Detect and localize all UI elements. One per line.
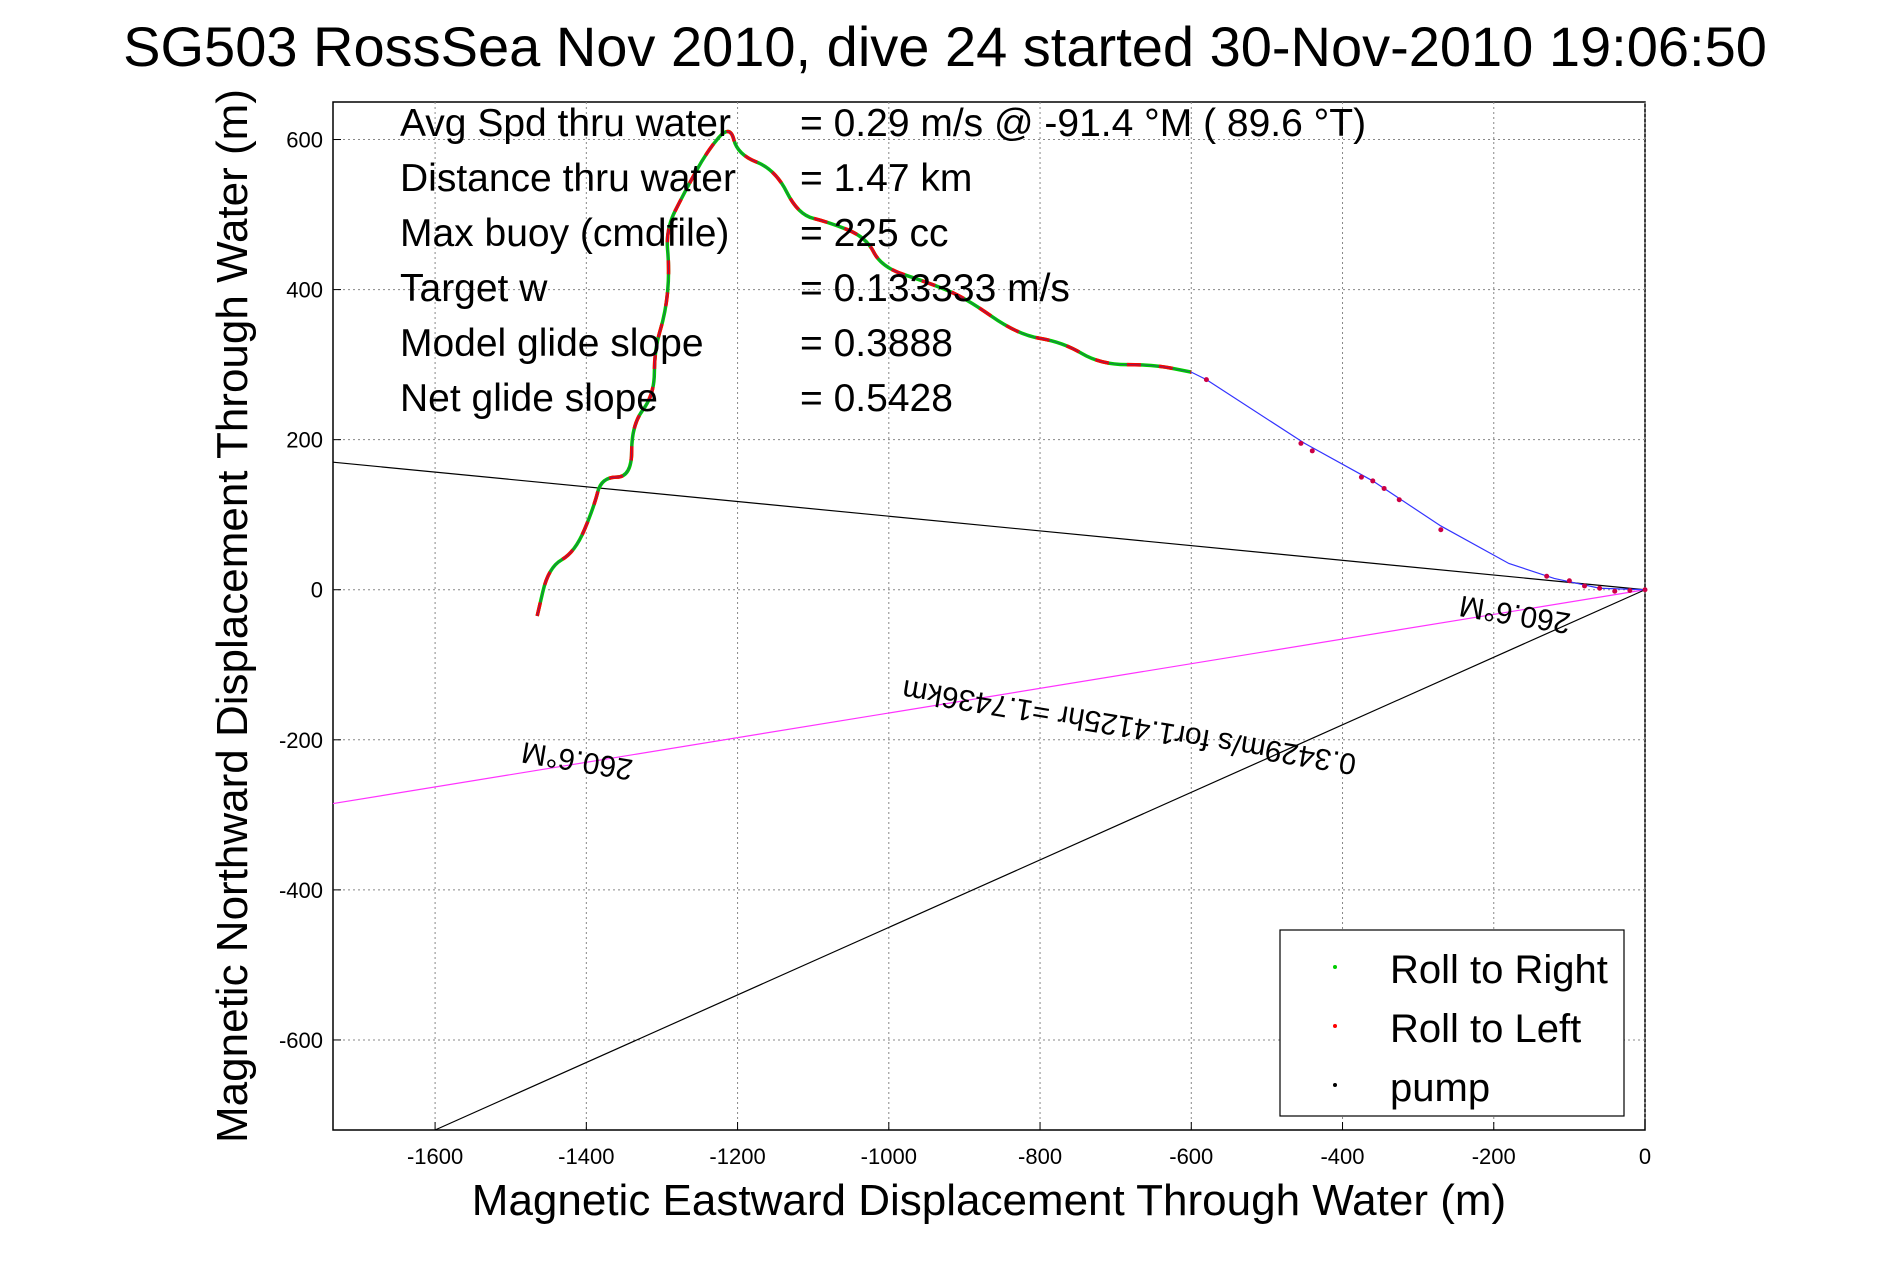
legend-marker (1333, 1024, 1337, 1028)
heading-line (332, 589, 1646, 805)
y-tick-label: 400 (286, 278, 323, 303)
pump-marker (1642, 587, 1648, 593)
pump-marker (1597, 585, 1603, 591)
legend-marker (1333, 1083, 1337, 1087)
info-value: = 0.3888 (800, 322, 953, 365)
pump-marker (1438, 527, 1444, 533)
pump-marker (1203, 377, 1209, 383)
legend: Roll to Right Roll to Left pump (1279, 929, 1625, 1117)
y-ticks: 600 400 200 0 -200 -400 -600 (279, 128, 341, 1053)
x-tick-label: -1200 (709, 1144, 765, 1169)
x-tick-label: -200 (1472, 1144, 1516, 1169)
y-axis-label: Magnetic Northward Displacement Through … (208, 89, 257, 1143)
x-tick-label: 0 (1639, 1144, 1651, 1169)
x-ticks: -1600 -1400 -1200 -1000 -800 -600 -400 -200 0 (407, 1122, 1651, 1169)
pump-marker (1358, 474, 1364, 480)
x-tick-label: -800 (1018, 1144, 1062, 1169)
info-label: Avg Spd thru water (400, 102, 731, 145)
y-tick-label: 0 (311, 578, 323, 603)
x-tick-label: -1000 (861, 1144, 917, 1169)
info-value: = 0.5428 (800, 377, 953, 420)
info-label: Net glide slope (400, 377, 658, 420)
line-annotation: 0.3429m/s for1.4125hr =1.7436km (900, 673, 1359, 781)
ref-line-lower (434, 589, 1646, 1131)
pump-marker (1396, 497, 1402, 503)
info-label: Model glide slope (400, 322, 704, 365)
pump-marker (1612, 588, 1618, 594)
legend-label: pump (1390, 1066, 1490, 1110)
plot-frame (332, 101, 1646, 1131)
info-label: Distance thru water (400, 157, 736, 200)
grid (333, 102, 1646, 1130)
line-annotation: 260.6°M (519, 735, 635, 786)
y-tick-label: -400 (279, 878, 323, 903)
info-value: = 1.47 km (800, 157, 972, 200)
x-tick-label: -1600 (407, 1144, 463, 1169)
y-tick-label: -600 (279, 1028, 323, 1053)
pump-marker (1370, 478, 1376, 484)
y-tick-label: 200 (286, 428, 323, 453)
line-annotation: 260.6°M (1457, 589, 1573, 640)
legend-label: Roll to Left (1390, 1007, 1581, 1051)
pump-marker (1582, 583, 1588, 589)
pump-marker (1627, 587, 1633, 593)
y-tick-label: 600 (286, 128, 323, 153)
glide-track (1191, 371, 1646, 591)
pump-marker (1544, 573, 1550, 579)
dive-track (535, 129, 1648, 617)
info-box: Avg Spd thru water = 0.29 m/s @ -91.4 °M … (400, 102, 1366, 420)
y-tick-label: -200 (279, 728, 323, 753)
legend-marker (1333, 965, 1337, 969)
pump-marker (1566, 578, 1572, 584)
x-axis-label: Magnetic Eastward Displacement Through W… (472, 1176, 1506, 1225)
track-core (536, 131, 1192, 617)
info-value: = 225 cc (800, 212, 949, 255)
legend-label: Roll to Right (1390, 948, 1608, 992)
info-value: = 0.133333 m/s (800, 267, 1070, 310)
reference-lines (332, 461, 1646, 1131)
roll-left-track (535, 129, 1192, 617)
x-tick-label: -600 (1169, 1144, 1213, 1169)
chart-title: SG503 RossSea Nov 2010, dive 24 started … (123, 15, 1767, 78)
ref-line-upper (332, 461, 1646, 591)
x-tick-label: -1400 (558, 1144, 614, 1169)
pump-marker (1309, 448, 1315, 454)
info-label: Target w (400, 267, 548, 310)
legend-box (1279, 929, 1625, 1117)
pump-marker (1381, 485, 1387, 491)
info-label: Max buoy (cmdfile) (400, 212, 729, 255)
roll-right-track (535, 129, 1192, 617)
x-tick-label: -400 (1320, 1144, 1364, 1169)
pump-marker (1298, 440, 1304, 446)
info-value: = 0.29 m/s @ -91.4 °M ( 89.6 °T) (800, 102, 1366, 145)
